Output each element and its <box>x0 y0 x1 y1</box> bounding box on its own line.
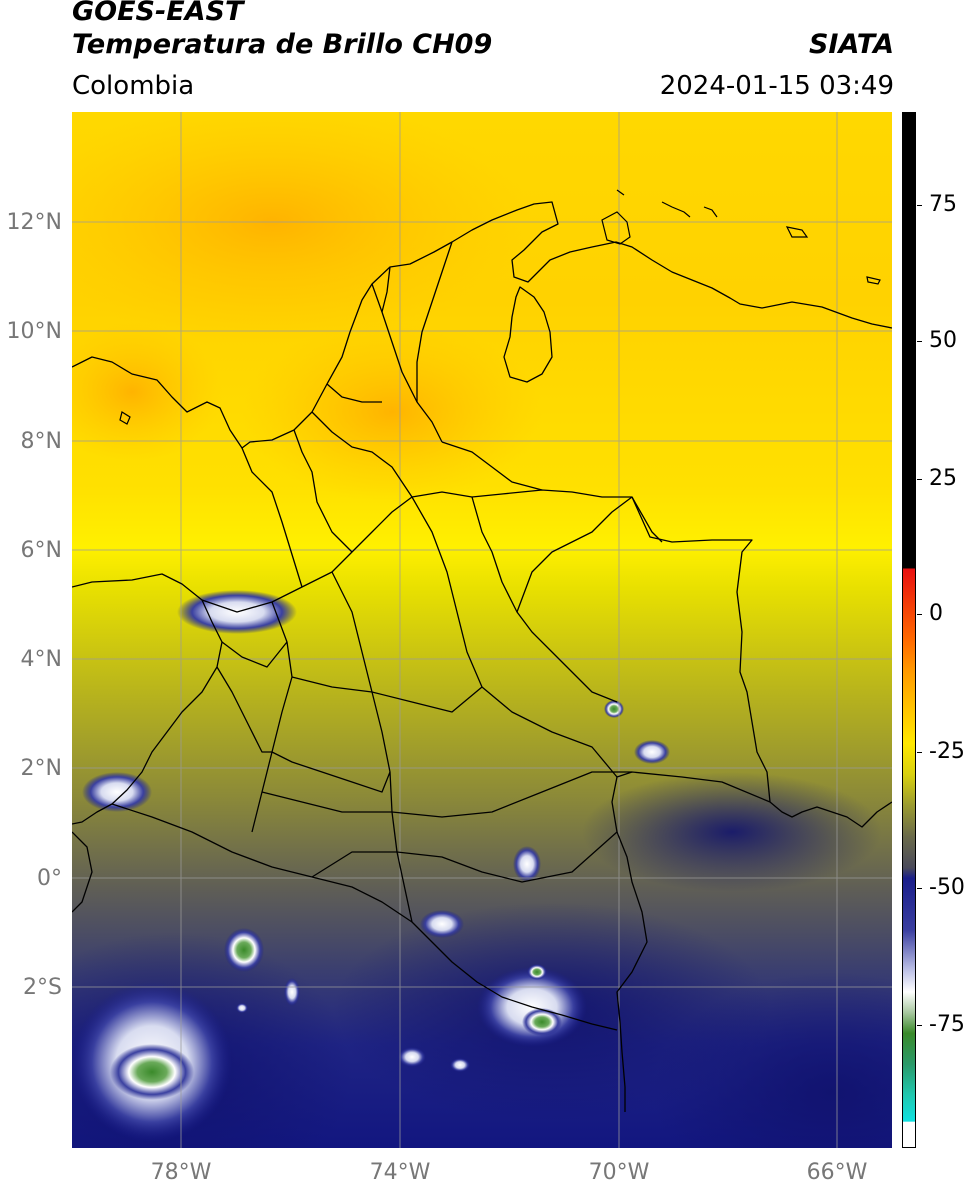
cloud-top <box>110 1044 194 1100</box>
agency-label: SIATA <box>808 29 894 60</box>
colorbar-label-minus50: -50 <box>929 875 965 900</box>
lon-label-66w: 66°W <box>806 1160 868 1185</box>
cloud-top <box>522 1008 562 1036</box>
colorbar-tick <box>917 205 922 206</box>
lon-label-74w: 74°W <box>369 1160 431 1185</box>
cloud-top <box>450 1058 470 1072</box>
cold-area <box>652 972 892 1148</box>
map-layers <box>72 112 892 1148</box>
cloud-top <box>284 978 300 1006</box>
colorbar-label-minus75: -75 <box>929 1012 965 1037</box>
product-title: Temperatura de Brillo CH09 <box>72 29 493 60</box>
datetime-label: 2024-01-15 03:49 <box>659 71 894 101</box>
graticule <box>72 112 892 1148</box>
lat-label-12n: 12°N <box>6 210 62 235</box>
lon-label-78w: 78°W <box>150 1160 212 1185</box>
colorbar-tick <box>917 1025 922 1026</box>
cloud-top <box>236 1003 248 1013</box>
cold-area <box>582 772 882 892</box>
lat-label-0: 0° <box>37 866 62 891</box>
lat-label-2n: 2°N <box>20 756 62 781</box>
colorbar-label-50: 50 <box>929 328 957 353</box>
islands <box>119 189 881 425</box>
colorbar-tick <box>917 614 922 615</box>
coastlines-borders <box>72 201 892 1112</box>
colorbar-label-25: 25 <box>929 466 957 491</box>
cloud-top <box>513 846 541 882</box>
cloud-top <box>527 964 547 980</box>
satellite-title: GOES-EAST <box>72 0 244 27</box>
region-label: Colombia <box>72 71 195 101</box>
cloud-top <box>224 928 264 972</box>
colorbar-tick <box>917 888 922 889</box>
cloud-top <box>398 1047 426 1067</box>
lon-label-70w: 70°W <box>588 1160 650 1185</box>
warm-area <box>72 322 222 462</box>
lat-label-6n: 6°N <box>20 538 62 563</box>
warm-area <box>72 112 532 342</box>
lat-label-8n: 8°N <box>20 429 62 454</box>
colorbar-label-75: 75 <box>929 192 957 217</box>
warm-area <box>242 322 542 502</box>
lat-label-10n: 10°N <box>6 319 62 344</box>
cloud-top <box>420 910 464 938</box>
brightness-temperature-map <box>72 112 892 1148</box>
colorbar-label-0: 0 <box>929 601 943 626</box>
colorbar-tick <box>917 752 922 753</box>
colorbar-gradient <box>903 113 915 1147</box>
lat-label-2s: 2°S <box>23 975 62 1000</box>
colorbar-tick <box>917 479 922 480</box>
lat-label-4n: 4°N <box>20 647 62 672</box>
colorbar <box>902 112 916 1148</box>
colorbar-label-minus25: -25 <box>929 739 965 764</box>
colorbar-tick <box>917 341 922 342</box>
cloud-top <box>604 700 624 718</box>
cloud-top <box>634 740 670 764</box>
